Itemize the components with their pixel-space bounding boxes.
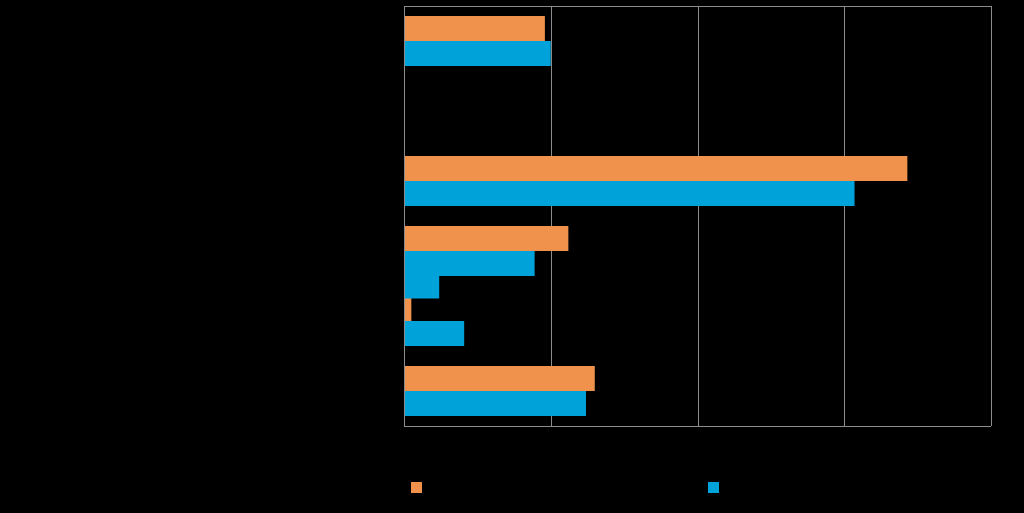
bar-series-1 — [404, 366, 595, 391]
bar-series-2 — [404, 273, 440, 299]
bar-series-2 — [404, 181, 855, 206]
axes — [404, 6, 991, 427]
gridlines — [404, 6, 992, 426]
bar-series-2 — [404, 321, 465, 346]
bar-series-1 — [404, 226, 569, 251]
bar-series-2 — [404, 391, 586, 416]
legend-swatch-series-2 — [708, 482, 719, 493]
bar-series-1 — [404, 16, 545, 41]
bars — [404, 16, 908, 416]
bar-series-2 — [404, 41, 551, 66]
bar-series-2 — [404, 251, 535, 276]
legend — [411, 482, 719, 493]
bar-series-1 — [404, 296, 412, 321]
bar-series-1 — [404, 156, 908, 181]
legend-swatch-series-1 — [411, 482, 422, 493]
